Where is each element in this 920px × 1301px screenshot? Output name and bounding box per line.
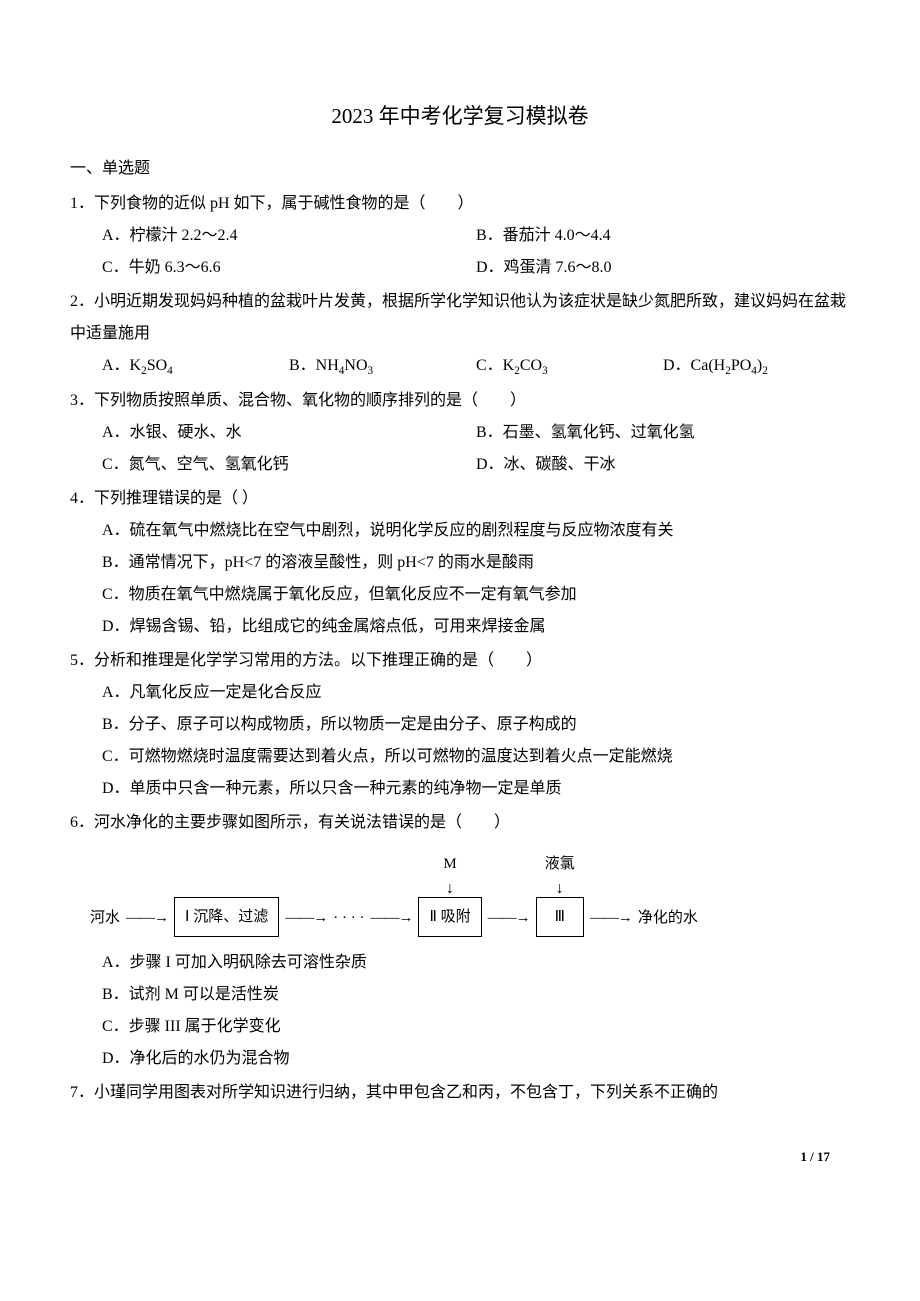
question-6: 6．河水净化的主要步骤如图所示，有关说法错误的是（ ） 河水 ——→ Ⅰ 沉降、… [70,807,850,1075]
flow-box-3: Ⅲ [536,897,584,937]
flow-label-m: M [443,849,456,879]
arrow-icon: ——→ [120,903,174,937]
q2-opt-a: A．K2SO4 [102,350,289,383]
q2b-t2: NO [344,357,367,374]
flow-box-2: Ⅱ 吸附 [418,897,481,937]
page-title: 2023 年中考化学复习模拟卷 [70,100,850,130]
q6-stem: 6．河水净化的主要步骤如图所示，有关说法错误的是（ ） [70,807,850,839]
q2c-t1: C．K [476,357,514,374]
q2-opt-b: B．NH4NO3 [289,350,476,383]
q5-opt-b: B．分子、原子可以构成物质，所以物质一定是由分子、原子构成的 [102,709,850,741]
q2-stem: 2．小明近期发现妈妈种植的盆栽叶片发黄，根据所学化学知识他认为该症状是缺少氮肥所… [70,286,850,350]
flow-start: 河水 [90,903,120,937]
question-7: 7．小瑾同学用图表对所学知识进行归纳，其中甲包含乙和丙，不包含丁，下列关系不正确… [70,1077,850,1109]
q4-stem: 4．下列推理错误的是（ ） [70,483,850,515]
q2b-t1: B．NH [289,357,339,374]
flow-end: 净化的水 [638,903,698,937]
arrow-icon: ——→ [279,903,333,937]
q3-opt-c: C．氮气、空气、氢氧化钙 [102,449,476,481]
q2d-s3: 2 [762,365,768,377]
q1-opt-a: A．柠檬汁 2.2～2.4 [102,220,476,252]
q4-opt-c: C．物质在氧气中燃烧属于氧化反应，但氧化反应不一定有氧气参加 [102,579,850,611]
q1-opt-c: C．牛奶 6.3～6.6 [102,252,476,284]
q4-opt-b: B．通常情况下，pH<7 的溶液呈酸性，则 pH<7 的雨水是酸雨 [102,547,850,579]
q3-opt-b: B．石墨、氢氧化钙、过氧化氢 [476,417,850,449]
arrow-icon: ——→ [482,903,536,937]
q4-opt-d: D．焊锡含锡、铅，比组成它的纯金属熔点低，可用来焊接金属 [102,611,850,643]
q5-opt-a: A．凡氧化反应一定是化合反应 [102,677,850,709]
q4-opt-a: A．硫在氧气中燃烧比在空气中剧烈，说明化学反应的剧烈程度与反应物浓度有关 [102,515,850,547]
q6-opt-c: C．步骤 III 属于化学变化 [102,1011,850,1043]
q2a-t1: A．K [102,357,141,374]
q1-opt-d: D．鸡蛋清 7.6～8.0 [476,252,850,284]
q2-opt-d: D．Ca(H2PO4)2 [663,350,850,383]
q6-opt-d: D．净化后的水仍为混合物 [102,1043,850,1075]
q6-opt-a: A．步骤 I 可加入明矾除去可溶性杂质 [102,947,850,979]
page-number: 1 / 17 [70,1149,850,1165]
q1-stem: 1．下列食物的近似 pH 如下，属于碱性食物的是（ ） [70,188,850,220]
question-1: 1．下列食物的近似 pH 如下，属于碱性食物的是（ ） A．柠檬汁 2.2～2.… [70,188,850,284]
section-header-1: 一、单选题 [70,154,850,178]
q2a-s2: 4 [167,365,173,377]
q2b-s2: 3 [368,365,374,377]
q7-stem: 7．小瑾同学用图表对所学知识进行归纳，其中甲包含乙和丙，不包含丁，下列关系不正确… [70,1077,850,1109]
q2a-t2: SO [147,357,167,374]
q6-opt-b: B．试剂 M 可以是活性炭 [102,979,850,1011]
q3-opt-a: A．水银、硬水、水 [102,417,476,449]
q5-opt-c: C．可燃物燃烧时温度需要达到着火点，所以可燃物的温度达到着火点一定能燃烧 [102,741,850,773]
question-5: 5．分析和推理是化学学习常用的方法。以下推理正确的是（ ） A．凡氧化反应一定是… [70,645,850,805]
q5-opt-d: D．单质中只含一种元素，所以只含一种元素的纯净物一定是单质 [102,773,850,805]
q1-opt-b: B．番茄汁 4.0～4.4 [476,220,850,252]
q6-flow-diagram: 河水 ——→ Ⅰ 沉降、过滤 ——→ · · · · ——→ M ↓ Ⅱ 吸附 … [70,839,850,947]
q2d-t1: D．Ca(H [663,357,725,374]
down-arrow-icon: ↓ [556,881,564,897]
question-2: 2．小明近期发现妈妈种植的盆栽叶片发黄，根据所学化学知识他认为该症状是缺少氮肥所… [70,286,850,383]
arrow-icon: ——→ [364,903,418,937]
flow-label-cl: 液氯 [545,849,575,879]
q2d-t2: PO [731,357,751,374]
q2c-s2: 3 [542,365,548,377]
q2-opt-c: C．K2CO3 [476,350,663,383]
q3-stem: 3．下列物质按照单质、混合物、氧化物的顺序排列的是（ ） [70,385,850,417]
down-arrow-icon: ↓ [446,881,454,897]
question-3: 3．下列物质按照单质、混合物、氧化物的顺序排列的是（ ） A．水银、硬水、水 B… [70,385,850,481]
flow-box-1: Ⅰ 沉降、过滤 [174,897,279,937]
q5-stem: 5．分析和推理是化学学习常用的方法。以下推理正确的是（ ） [70,645,850,677]
question-4: 4．下列推理错误的是（ ） A．硫在氧气中燃烧比在空气中剧烈，说明化学反应的剧烈… [70,483,850,643]
arrow-icon: ——→ [584,903,638,937]
q2c-t2: CO [520,357,542,374]
q3-opt-d: D．冰、碳酸、干冰 [476,449,850,481]
flow-dots: · · · · [333,903,364,937]
